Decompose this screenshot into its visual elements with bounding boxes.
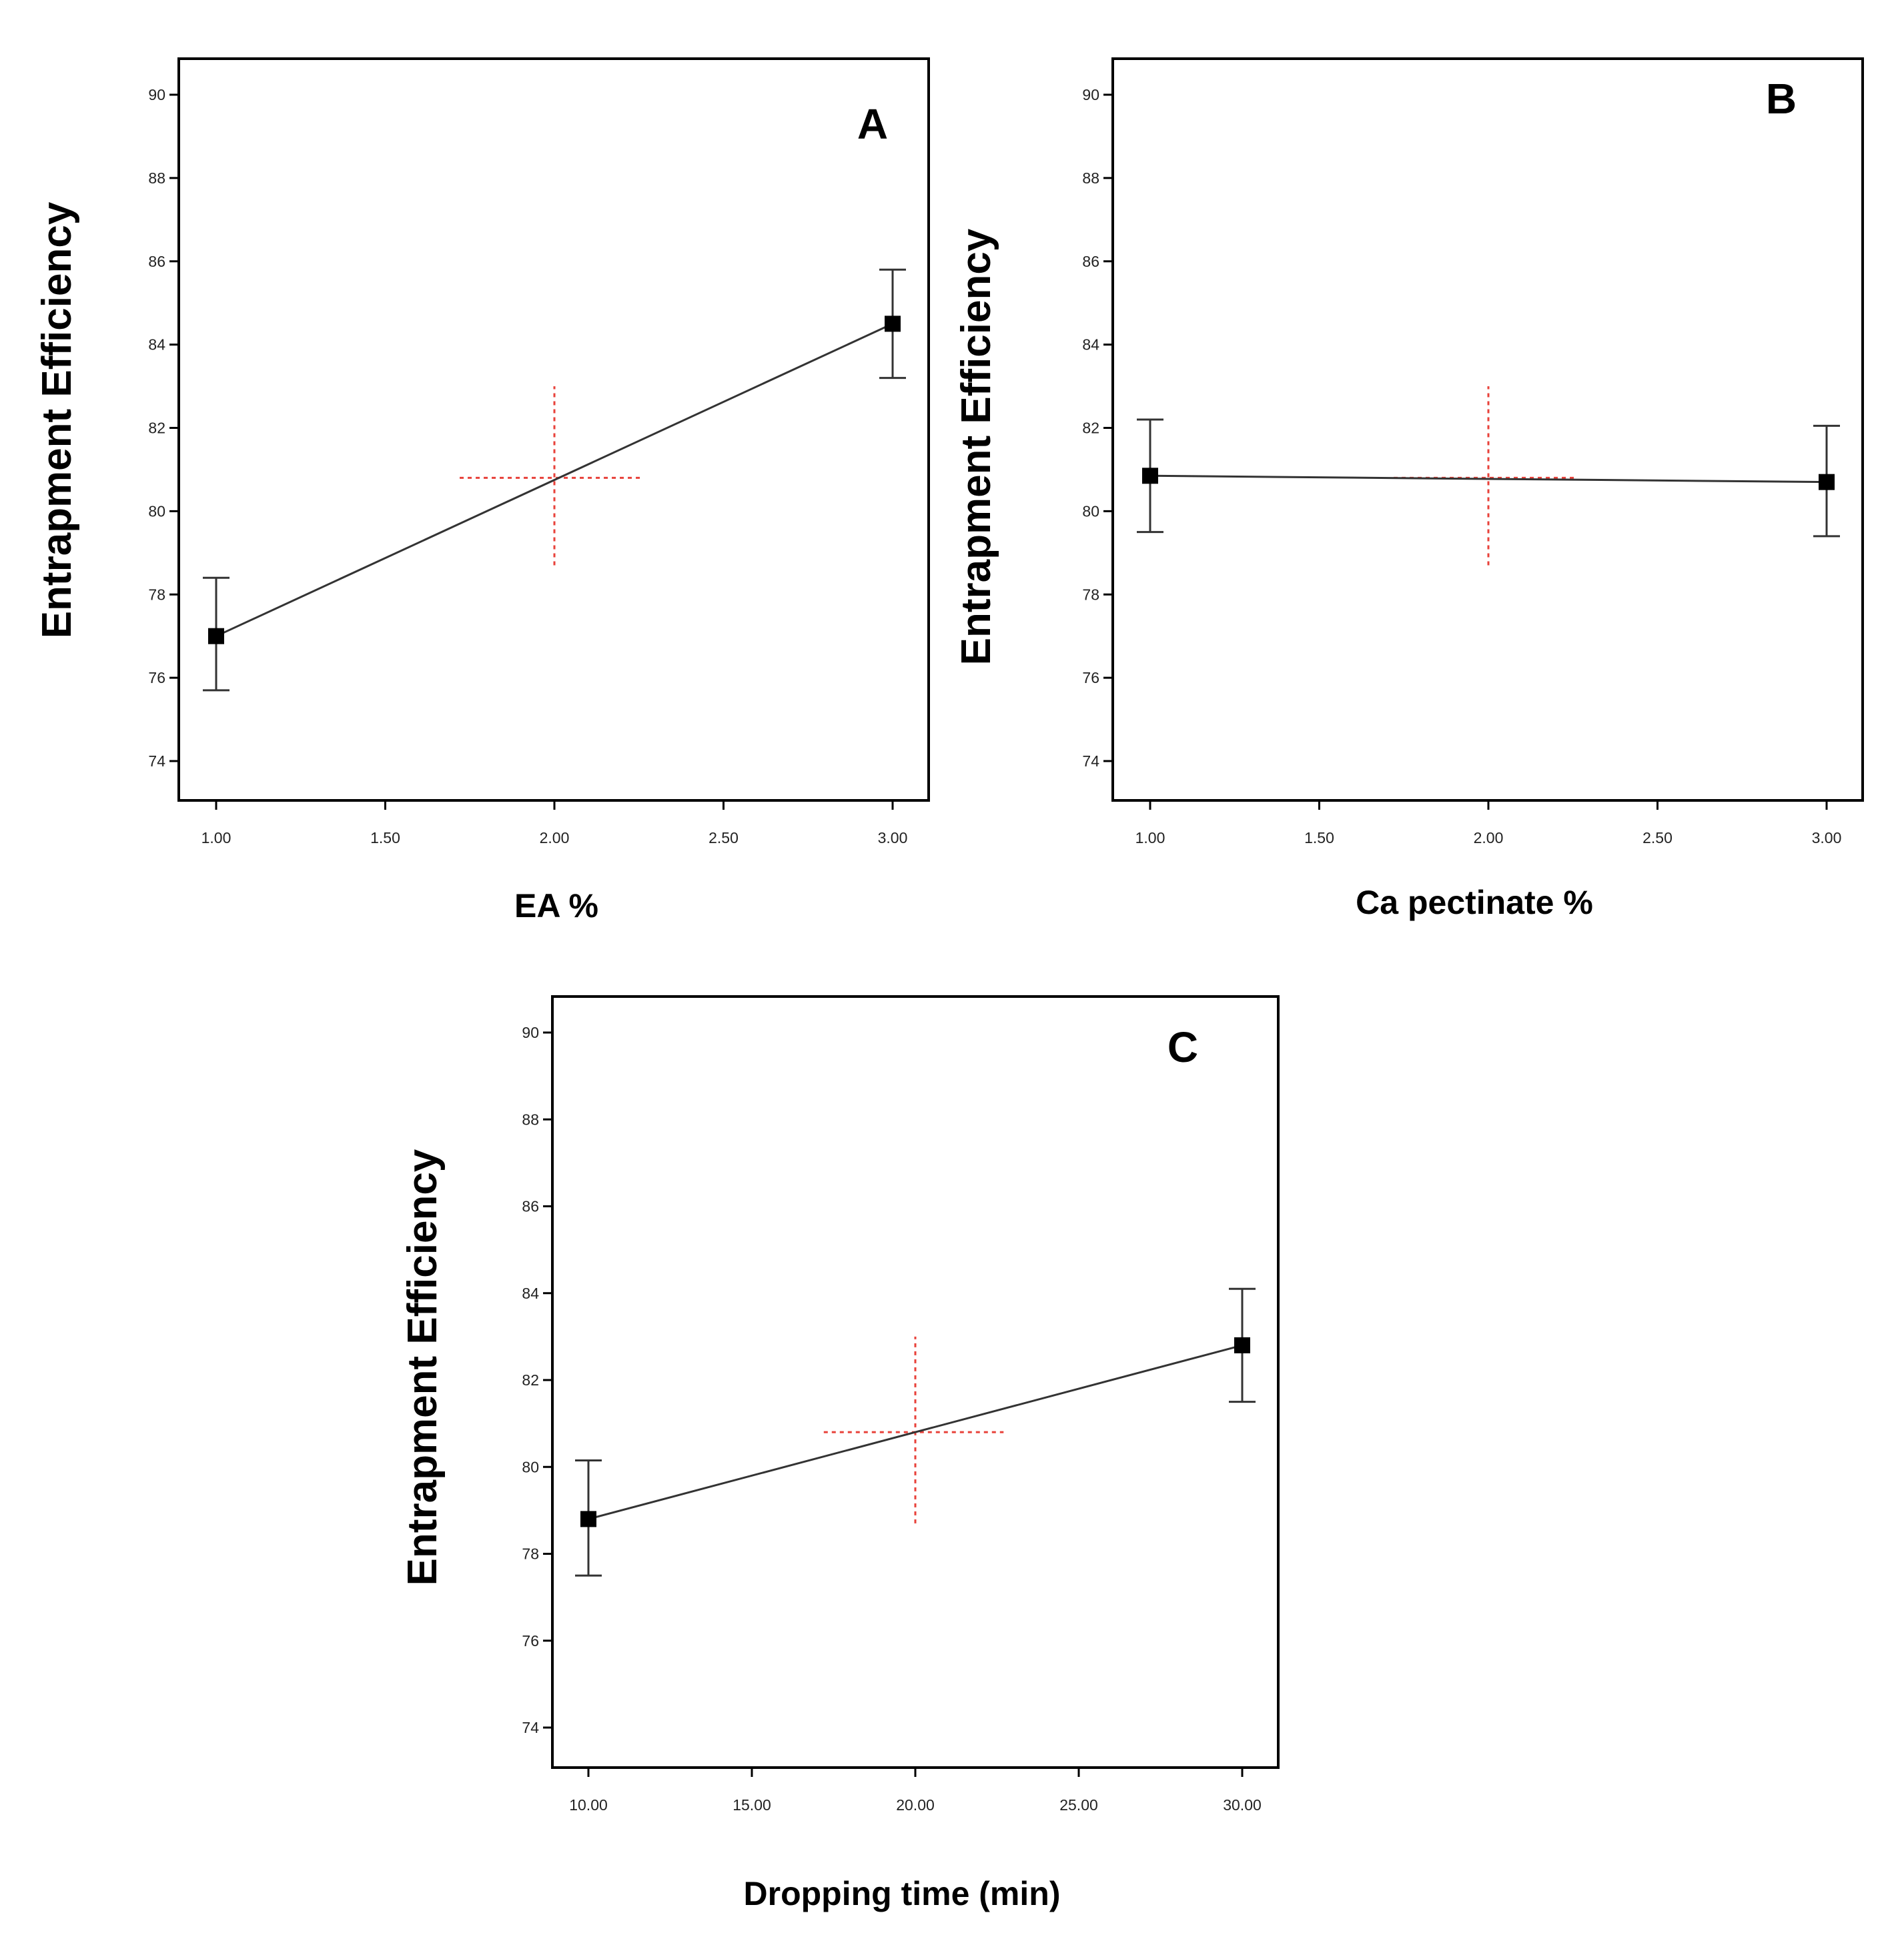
chart-panel-b: 74 76 78 80 82 84 86 88 90 1.00 1.50 2.00 2.50 3.00 Ca… (953, 57, 1864, 921)
y-tick-label: 76 (148, 669, 165, 686)
y-tick-label: 80 (522, 1458, 539, 1475)
x-tick-label: 2.50 (1642, 829, 1673, 846)
y-tick-label: 80 (1082, 502, 1099, 520)
x-tick-label: 1.00 (1135, 829, 1165, 846)
x-tick-label: 15.00 (733, 1796, 771, 1814)
y-tick-label: 76 (1082, 669, 1099, 686)
series-line (588, 1344, 1243, 1520)
y-tick-label: 82 (148, 420, 165, 437)
x-axis-label: EA % (514, 887, 598, 924)
x-axis-label: Ca pectinate % (1356, 884, 1593, 921)
x-tick-label: 2.00 (1474, 829, 1504, 846)
data-point (1234, 1337, 1250, 1353)
y-axis-label: Entrapment Efficiency (34, 201, 80, 638)
y-tick-label: 82 (1082, 420, 1099, 437)
x-tick-label: 25.00 (1059, 1796, 1098, 1814)
y-tick-label: 74 (522, 1719, 539, 1736)
x-tick-label: 1.00 (201, 829, 231, 846)
x-tick-label: 3.00 (878, 829, 908, 846)
data-point (885, 315, 901, 332)
panel-letter: C (1167, 1023, 1198, 1071)
y-tick-label: 78 (148, 586, 165, 603)
y-axis-label: Entrapment Efficiency (400, 1149, 446, 1585)
y-tick-label: 90 (1082, 86, 1099, 103)
y-tick-label: 84 (148, 336, 165, 354)
data-point (1819, 474, 1835, 490)
data-point (1142, 468, 1158, 484)
y-tick-label: 86 (1082, 253, 1099, 270)
y-tick-label: 80 (148, 502, 165, 520)
x-tick-label: 30.00 (1223, 1796, 1262, 1814)
series-line (215, 323, 893, 638)
y-tick-label: 86 (148, 253, 165, 270)
chart-panel-a: 74 76 78 80 82 84 86 88 90 1.00 1.50 2.00 2.50 3.00 EA… (34, 57, 930, 924)
y-tick-label: 74 (1082, 752, 1099, 770)
y-tick-label: 88 (148, 169, 165, 187)
x-tick-label: 10.00 (569, 1796, 608, 1814)
data-point (580, 1511, 596, 1527)
y-tick-label: 78 (1082, 586, 1099, 603)
chart-panel-c: 74 76 78 80 82 84 86 88 90 10.00 15.00 20.00 25.00 30… (400, 995, 1280, 1912)
y-tick-label: 78 (522, 1545, 539, 1563)
y-tick-label: 88 (522, 1111, 539, 1128)
y-tick-label: 86 (522, 1198, 539, 1215)
y-tick-label: 84 (1082, 336, 1099, 354)
x-tick-label: 1.50 (1304, 829, 1334, 846)
y-tick-label: 84 (522, 1285, 539, 1302)
plot-frame (1111, 57, 1864, 802)
x-tick-label: 1.50 (370, 829, 400, 846)
plot-frame (551, 995, 1280, 1769)
x-axis-label: Dropping time (min) (744, 1875, 1061, 1912)
x-tick-label: 3.00 (1812, 829, 1842, 846)
plot-frame (177, 57, 930, 802)
y-tick-label: 90 (522, 1024, 539, 1041)
y-tick-label: 82 (522, 1371, 539, 1389)
y-tick-label: 88 (1082, 169, 1099, 187)
y-tick-label: 76 (522, 1632, 539, 1650)
x-tick-label: 2.00 (540, 829, 570, 846)
y-axis-label: Entrapment Efficiency (953, 228, 999, 665)
data-point (208, 628, 224, 644)
series-line (1149, 474, 1827, 484)
y-tick-label: 74 (148, 752, 165, 770)
x-tick-label: 2.50 (708, 829, 739, 846)
x-tick-label: 20.00 (896, 1796, 935, 1814)
y-tick-label: 90 (148, 86, 165, 103)
panel-letter: B (1766, 75, 1797, 123)
panel-letter: A (857, 100, 888, 148)
